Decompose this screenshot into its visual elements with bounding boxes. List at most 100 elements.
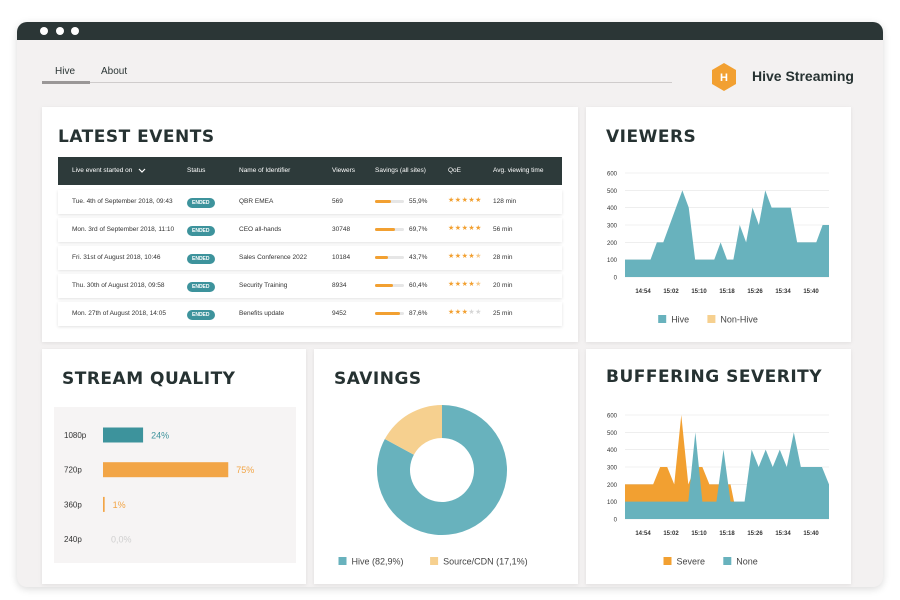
y-tick-label: 500	[607, 189, 618, 195]
star: ★	[468, 309, 476, 316]
event-date: Fri. 31st of August 2018, 10:46	[72, 254, 161, 261]
savings-bar	[375, 312, 401, 315]
savings-bar	[375, 256, 388, 259]
y-tick-label: 400	[607, 448, 618, 454]
savings-track	[375, 256, 404, 259]
tab[interactable]: Hive	[55, 66, 76, 77]
viewer-count: 30748	[332, 226, 351, 233]
star: ★	[461, 281, 469, 288]
x-tick-label: 15:18	[719, 289, 735, 295]
y-tick-label: 300	[607, 224, 618, 230]
x-tick-label: 14:54	[635, 289, 651, 295]
y-tick-label: 0	[614, 276, 618, 282]
legend-label: Hive	[671, 315, 689, 325]
star: ★	[448, 309, 455, 316]
tab-active-indicator	[42, 81, 90, 84]
star: ★	[454, 225, 462, 232]
x-tick-label: 15:26	[747, 289, 763, 295]
window-dot	[56, 27, 64, 35]
logo-hexagon	[712, 63, 736, 91]
qoe-stars: ★★★★★	[448, 252, 482, 260]
table-row: Thu. 30th of August 2018, 09:58 ENDED Secu…	[58, 274, 562, 298]
x-tick-label: 15:26	[747, 531, 763, 537]
x-tick-label: 15:10	[691, 531, 707, 537]
qoe-stars: ★★★★★	[448, 224, 482, 232]
qoe-stars: ★★★★★	[448, 196, 482, 204]
star: ★	[475, 225, 482, 232]
star: ★	[475, 281, 482, 288]
star: ★	[468, 197, 476, 204]
savings-panel: SAVINGS Hive (82,9%) Source/CDN (17,1%)	[314, 349, 578, 584]
status-badge: ENDED	[187, 226, 215, 236]
viewer-count: 9452	[332, 310, 347, 317]
status-badge: ENDED	[187, 198, 215, 208]
viewing-time: 128 min	[493, 198, 517, 205]
star: ★	[475, 197, 482, 204]
area	[625, 190, 829, 277]
column-header: Avg. viewing time	[493, 167, 544, 174]
table-header: Live event started on Status Name of Ident…	[58, 157, 562, 185]
donut-segment	[384, 405, 442, 455]
savings-label: 43,7%	[409, 254, 428, 261]
y-tick-label: 600	[607, 414, 618, 420]
viewers-panel: VIEWERS 0 100 200 300 400 500 600 14:54 15:02 15:…	[586, 107, 851, 342]
star: ★	[461, 197, 469, 204]
brand-name: Hive Streaming	[752, 68, 854, 84]
star: ★	[454, 309, 462, 316]
chart: 0 100 200 300 400 500 600 14:54 15:02 15:10 15:18 1…	[607, 414, 829, 567]
category-label: 720p	[64, 466, 82, 475]
column-header: Savings (all sites)	[375, 167, 426, 174]
event-date: Tue. 4th of September 2018, 09:43	[72, 198, 173, 205]
donut-segment	[376, 405, 507, 535]
star: ★	[468, 225, 476, 232]
event-name: Sales Conference 2022	[239, 254, 307, 261]
chart: 0 100 200 300 400 500 600 14:54 15:02 15:10 15:18 1…	[607, 172, 829, 325]
chart: 1080p 24% 720p 75% 360p 1% 240p 0,0%	[54, 407, 296, 563]
legend-label: Non-Hive	[720, 315, 758, 325]
viewer-count: 8934	[332, 282, 347, 289]
y-tick-label: 200	[607, 483, 618, 489]
plot-background	[54, 407, 296, 563]
latest-events-panel: LATEST EVENTS Live event started on Statu…	[42, 107, 578, 342]
y-tick-label: 100	[607, 258, 618, 264]
event-name: Benefits update	[239, 310, 285, 317]
savings-label: 87,6%	[409, 310, 428, 317]
y-tick-label: 400	[607, 206, 618, 212]
value-label: 75%	[236, 465, 254, 475]
status-badge: ENDED	[187, 282, 215, 292]
savings-bar	[375, 284, 393, 287]
star: ★	[448, 253, 455, 260]
column-header: Name of Identifier	[239, 167, 291, 174]
event-name: QBR EMEA	[239, 198, 274, 205]
tab[interactable]: About	[101, 66, 128, 77]
status-badge: ENDED	[187, 310, 215, 320]
area	[625, 415, 829, 519]
qoe-stars: ★★★★★	[448, 308, 482, 316]
window-dot	[40, 27, 48, 35]
column-header: Viewers	[332, 167, 356, 174]
viewing-time: 20 min	[493, 282, 513, 289]
x-tick-label: 15:10	[691, 289, 707, 295]
bar	[103, 496, 105, 512]
table-row: Fri. 31st of August 2018, 10:46 ENDED Sale…	[58, 246, 562, 270]
viewing-time: 28 min	[493, 254, 513, 261]
x-tick-label: 15:02	[663, 531, 679, 537]
x-tick-label: 15:18	[719, 531, 735, 537]
x-tick-label: 14:54	[635, 531, 651, 537]
star: ★	[475, 309, 482, 316]
star: ★	[454, 281, 462, 288]
savings-label: 55,9%	[409, 198, 428, 205]
viewer-count: 569	[332, 198, 343, 205]
savings-bar	[375, 228, 396, 231]
x-tick-label: 15:34	[775, 531, 791, 537]
event-name: Security Training	[239, 282, 288, 289]
viewing-time: 56 min	[493, 226, 513, 233]
x-tick-label: 15:40	[803, 531, 819, 537]
bar	[103, 427, 144, 443]
status-badge: ENDED	[187, 254, 215, 264]
x-tick-label: 15:02	[663, 289, 679, 295]
category-label: 240p	[64, 535, 82, 544]
star: ★	[475, 253, 482, 260]
